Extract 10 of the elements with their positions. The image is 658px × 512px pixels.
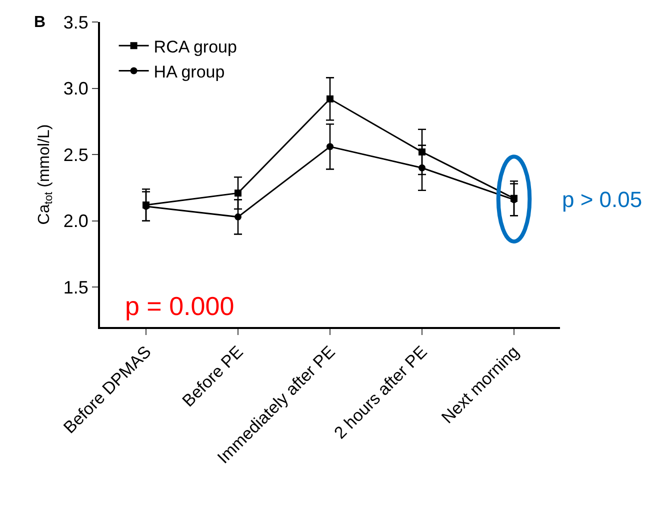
- y-tick-label: 2.0: [63, 211, 88, 232]
- legend-label: HA group: [154, 62, 225, 82]
- legend-label: RCA group: [154, 37, 237, 56]
- text: B: [34, 14, 46, 31]
- y-tick-label: 3.0: [63, 78, 88, 99]
- text: p > 0.05: [562, 187, 642, 212]
- y-tick-label: 3.5: [63, 12, 88, 32]
- annotation: p = 0.000: [125, 291, 234, 321]
- y-tick-label: 1.5: [63, 278, 88, 298]
- y-tick-label: 2.5: [63, 144, 88, 165]
